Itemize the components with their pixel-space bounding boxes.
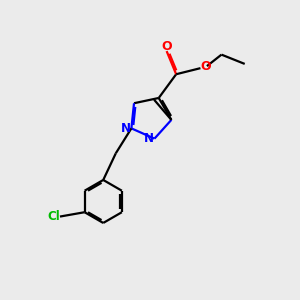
Text: N: N (121, 122, 131, 135)
Text: Cl: Cl (47, 210, 60, 223)
Text: O: O (200, 60, 211, 73)
Text: N: N (144, 131, 154, 145)
Text: O: O (161, 40, 172, 52)
